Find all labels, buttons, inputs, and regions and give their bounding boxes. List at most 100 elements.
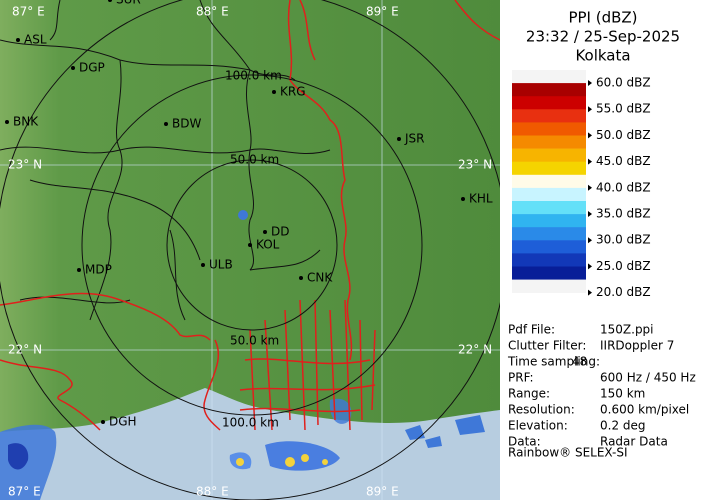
legend-label: 25.0 dBZ	[596, 259, 651, 273]
info-key: Range:	[508, 387, 550, 401]
city-label: MDP	[85, 263, 112, 277]
info-key: Resolution:	[508, 403, 575, 417]
legend-label: 55.0 dBZ	[596, 102, 651, 116]
info-value: IIRDoppler 7	[600, 339, 674, 353]
legend-label: 45.0 dBZ	[596, 154, 651, 168]
range-label: 50.0 km	[230, 334, 279, 348]
rain-echoes	[0, 210, 485, 500]
legend-label: 60.0 dBZ	[596, 76, 651, 90]
color-swatch	[512, 70, 586, 84]
color-swatch	[512, 135, 586, 149]
city-label: KRG	[280, 85, 306, 99]
color-swatch	[512, 174, 586, 189]
info-key: Elevation:	[508, 419, 568, 433]
info-value: 150 km	[600, 387, 645, 401]
legend-label: 20.0 dBZ	[596, 285, 651, 299]
info-key: Pdf File:	[508, 323, 555, 337]
info-value: 150Z.ppi	[600, 323, 654, 337]
info-value: 0.2 deg	[600, 419, 646, 433]
grid-label: 23° N	[458, 158, 492, 172]
footer: Rainbow® SELEX-SI	[508, 446, 628, 460]
graticule	[0, 0, 500, 500]
color-swatch	[512, 187, 586, 202]
timestamp: 23:32 / 25-Sep-2025	[526, 28, 680, 46]
color-swatch	[512, 201, 586, 215]
color-swatch	[512, 240, 586, 254]
color-swatch	[512, 214, 586, 228]
color-swatch	[512, 148, 586, 162]
legend-label: 50.0 dBZ	[596, 128, 651, 142]
city-dot	[108, 0, 112, 2]
sea	[0, 388, 500, 500]
city-label: ASL	[24, 33, 47, 47]
range-label: 50.0 km	[230, 153, 279, 167]
city-dot	[16, 38, 20, 42]
city-dot	[101, 420, 105, 424]
info-key: PRF:	[508, 371, 534, 385]
city-label: CNK	[307, 271, 333, 285]
city-label: DGP	[79, 61, 105, 75]
grid-label: 89° E	[366, 485, 399, 499]
color-swatch	[512, 161, 586, 176]
city-label: DGH	[109, 415, 137, 429]
grid-label: 89° E	[366, 5, 399, 19]
legend-tick	[588, 289, 592, 296]
city-label: KOL	[256, 238, 280, 252]
color-swatch	[512, 279, 586, 293]
grid-label: 22° N	[8, 343, 42, 357]
grid-label: 22° N	[458, 343, 492, 357]
color-swatch	[512, 122, 586, 136]
city-label: SUR	[116, 0, 141, 7]
city-dot	[77, 268, 81, 272]
legend-tick	[588, 132, 592, 139]
legend-tick	[588, 211, 592, 217]
city-label: ULB	[209, 258, 233, 272]
city-dot	[201, 263, 205, 267]
city-dot	[164, 122, 168, 126]
title: PPI (dBZ)	[568, 9, 637, 27]
color-swatch	[512, 96, 586, 110]
range-label: 100.0 km	[225, 69, 282, 83]
legend-tick	[588, 237, 592, 244]
color-swatch	[512, 227, 586, 241]
color-swatch	[512, 109, 586, 123]
city-dot	[397, 137, 401, 141]
grid-label: 23° N	[8, 158, 42, 172]
city-label: BDW	[172, 117, 201, 131]
city-dot	[299, 276, 303, 280]
city-dot	[263, 230, 267, 234]
info-key: Time sampling:	[507, 355, 600, 369]
city-dot	[272, 90, 276, 94]
color-swatch	[512, 253, 586, 267]
legend-label: 40.0 dBZ	[596, 180, 651, 194]
legend-tick	[588, 263, 592, 270]
color-swatch	[512, 83, 586, 97]
city-dot	[248, 243, 252, 247]
grid-label: 87° E	[12, 5, 45, 19]
color-swatch	[512, 266, 586, 280]
legend-label: 30.0 dBZ	[596, 233, 651, 247]
city-dot	[71, 66, 75, 70]
city-label: JSR	[404, 132, 425, 146]
city-label: DD	[271, 225, 289, 239]
city-label: KHL	[469, 192, 493, 206]
info-value: 600 Hz / 450 Hz	[600, 371, 696, 385]
legend-label: 35.0 dBZ	[596, 207, 651, 221]
borders	[0, 0, 501, 431]
legend-tick	[588, 158, 592, 165]
legend-tick	[588, 106, 592, 113]
station: Kolkata	[575, 47, 630, 65]
city-dot	[5, 120, 9, 124]
info-value: 0.600 km/pixel	[600, 403, 689, 417]
grid-label: 88° E	[196, 485, 229, 499]
legend-tick	[588, 80, 592, 86]
info-value: 48	[572, 355, 587, 369]
info-key: Clutter Filter:	[508, 339, 586, 353]
grid-label: 88° E	[196, 5, 229, 19]
info-key: Data:	[508, 435, 541, 449]
city-dot	[461, 197, 465, 201]
city-label: BNK	[13, 115, 39, 129]
info-value: Radar Data	[600, 435, 668, 449]
